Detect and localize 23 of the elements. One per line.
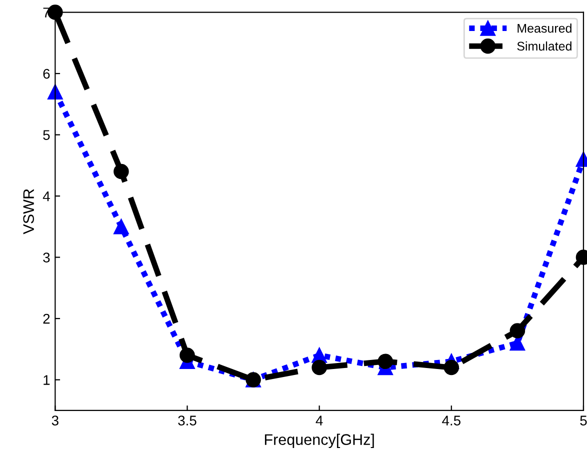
x-tick-label: 3.5	[178, 416, 196, 426]
y-tick-label: 6	[43, 68, 50, 79]
point	[444, 360, 460, 376]
x-axis-title: Frequency[GHz]	[264, 434, 374, 448]
x-tick-label: 5	[580, 416, 587, 426]
legend-label: Measured	[518, 24, 572, 33]
point	[180, 348, 195, 363]
point	[114, 164, 129, 180]
y-tick-label: 3	[43, 252, 50, 262]
y-axis-title: VSWR	[23, 189, 34, 234]
x-tick-label: 4.5	[442, 416, 460, 426]
y-tick-label: 4	[42, 192, 50, 202]
point	[378, 354, 394, 370]
x-tick-label: 4	[316, 416, 323, 426]
point	[114, 219, 129, 234]
point	[312, 360, 327, 376]
y-tick-label: 2	[43, 314, 50, 324]
point	[510, 323, 526, 338]
y-tick-label: 5	[43, 130, 50, 140]
legend-label: Simulated	[517, 41, 572, 51]
x-tick-label: 3	[52, 416, 58, 426]
y-tick-label: 1	[44, 375, 50, 385]
point	[48, 4, 63, 20]
